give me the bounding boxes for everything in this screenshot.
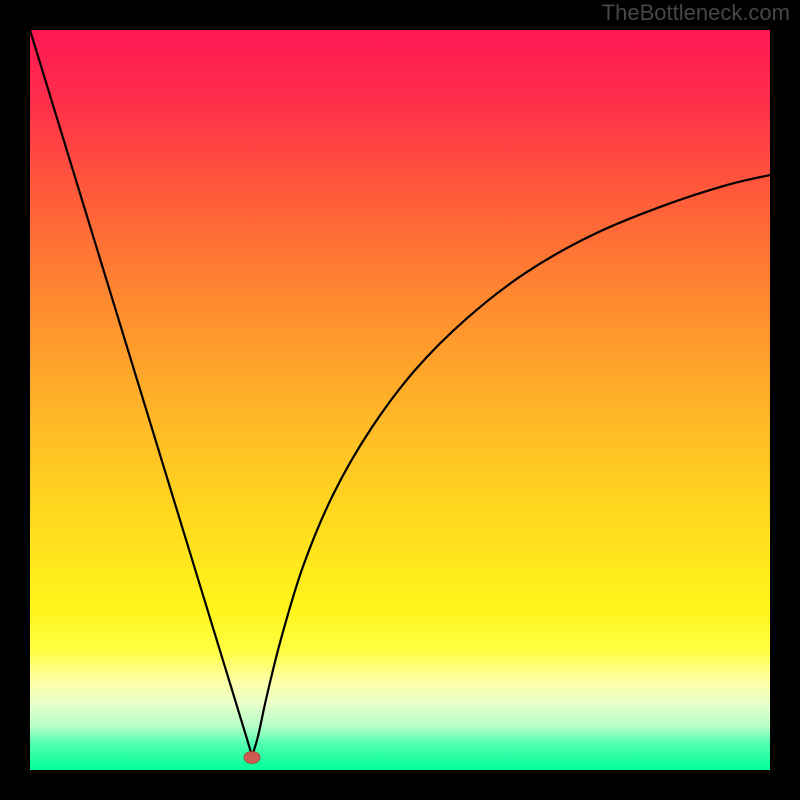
chart-stage: TheBottleneck.com [0,0,800,800]
plot-area [30,30,770,770]
cusp-marker [244,751,260,763]
bottleneck-chart [0,0,800,800]
watermark-text: TheBottleneck.com [602,0,790,26]
